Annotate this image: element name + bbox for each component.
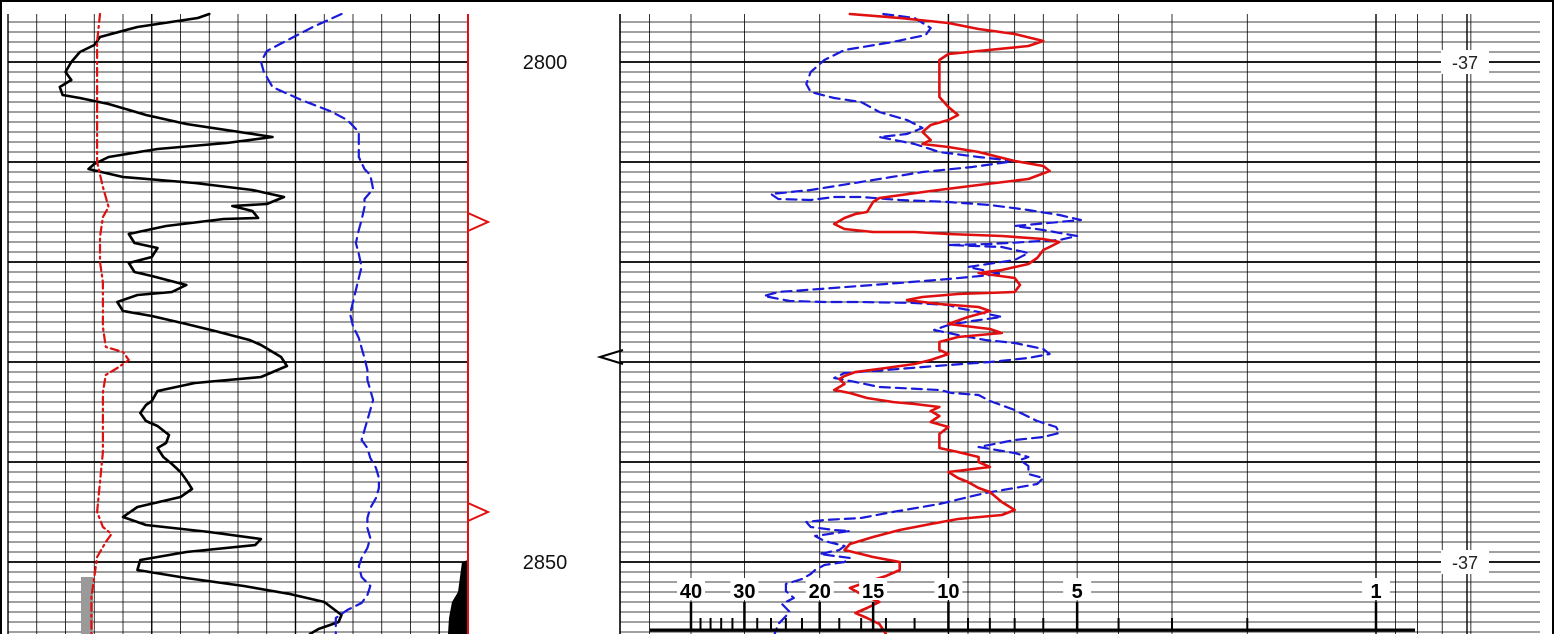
scale-label-bg (805, 578, 834, 600)
scale-label-bg (1063, 578, 1092, 600)
depth-mark-bg (1441, 50, 1489, 74)
depth-marker-arrow (467, 211, 491, 233)
depth-label: 2850 (523, 552, 568, 574)
depth-mark-label: -37 (1452, 53, 1478, 73)
depth-marker-arrow (596, 349, 624, 365)
scale-label-bg (859, 578, 888, 600)
scale-tick-label: 10 (937, 581, 959, 603)
left-track-dashed-curve (259, 12, 380, 634)
scale-tick-label: 1 (1370, 581, 1381, 603)
depth-label: 2800 (523, 52, 568, 74)
scale-label-bg (1362, 578, 1390, 600)
solid-fill (448, 560, 468, 634)
shale-fill (81, 577, 93, 634)
scale-tick-label: 30 (733, 581, 755, 603)
log-scale-axis: 40 30 20 15 10 5 1 (650, 578, 1415, 632)
lithology-fill (81, 560, 468, 634)
scale-tick-label: 15 (862, 581, 884, 603)
depth-labels: 2800 2850 -37 -37 (523, 50, 1489, 574)
depth-markers (467, 14, 624, 634)
right-track-grid (620, 14, 1540, 634)
right-track-dashed-curve (762, 12, 1083, 634)
depth-mark-bg (1441, 550, 1489, 574)
scale-tick-label: 5 (1072, 581, 1083, 603)
scale-tick-label: 20 (809, 581, 831, 603)
log-curves (58, 12, 1083, 634)
scale-label-bg (730, 578, 759, 600)
left-track-grid (7, 14, 469, 634)
scale-label-bg (934, 578, 963, 600)
left-track-dashdot-curve (90, 12, 130, 634)
scale-tick-label: 40 (680, 581, 702, 603)
scale-label-bg (677, 578, 705, 600)
left-track-solid-curve (58, 12, 343, 634)
depth-marker-arrow (467, 501, 491, 523)
depth-mark-label: -37 (1452, 553, 1478, 573)
right-track-solid-curve (832, 12, 1061, 634)
